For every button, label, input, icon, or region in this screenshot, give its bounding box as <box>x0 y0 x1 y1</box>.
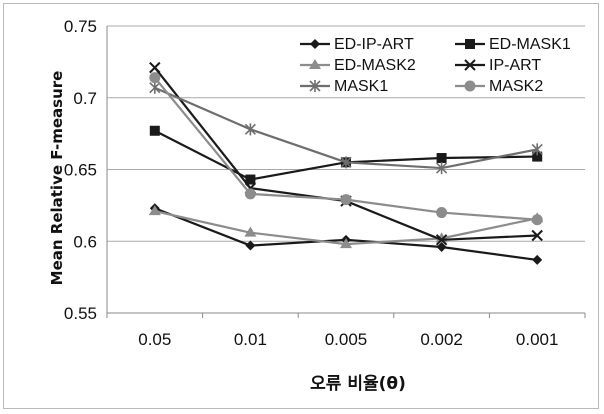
legend-label: MASK2 <box>489 78 543 95</box>
axes <box>106 26 586 318</box>
legend-marker <box>465 39 475 49</box>
series-layer <box>148 61 544 265</box>
legend-marker <box>310 39 320 49</box>
data-point <box>149 81 161 94</box>
data-point <box>244 188 256 200</box>
data-point <box>436 207 448 219</box>
y-tick-label: 0.75 <box>64 17 97 36</box>
x-tick-label: 0.001 <box>516 330 559 349</box>
y-tick-label: 0.7 <box>73 89 97 108</box>
data-point <box>148 205 161 216</box>
series-mask1 <box>149 81 543 175</box>
data-point <box>436 153 447 164</box>
legend-item: ED-MASK2 <box>300 57 416 74</box>
legend-label: ED-MASK2 <box>334 57 416 74</box>
y-tick-label: 0.65 <box>64 161 97 180</box>
legend-item: ED-IP-ART <box>300 36 414 53</box>
data-point <box>245 240 256 251</box>
legend-label: ED-MASK1 <box>489 36 571 53</box>
legend-marker <box>464 80 476 92</box>
data-point <box>532 254 543 265</box>
x-tick-label: 0.005 <box>325 330 368 349</box>
data-point <box>436 162 448 175</box>
data-point <box>435 234 448 246</box>
data-point <box>531 143 543 156</box>
data-point <box>244 123 256 136</box>
data-point <box>532 151 543 162</box>
x-tick-label: 0.01 <box>234 330 267 349</box>
y-axis-title: Mean Relative F-measure <box>48 71 66 286</box>
legend-marker <box>309 80 321 92</box>
data-point <box>340 156 352 169</box>
chart-frame <box>3 3 599 409</box>
series-line <box>154 86 538 170</box>
data-point <box>244 226 257 237</box>
y-tick-label: 0.6 <box>73 232 97 251</box>
series-ed-ip-art <box>149 203 543 265</box>
legend: ED-IP-ART ED-MASK1 ED-MASK2 IP-ART MASK1 MASK… <box>300 36 571 95</box>
legend-item: IP-ART <box>455 57 541 74</box>
legend-marker <box>309 59 321 69</box>
data-point <box>531 229 543 242</box>
data-point <box>149 72 161 84</box>
data-point <box>436 241 447 252</box>
x-tick-label: 0.05 <box>138 330 171 349</box>
x-axis-title: 오류 비율(θ) <box>310 374 406 394</box>
legend-label: IP-ART <box>489 57 541 74</box>
data-point <box>149 61 161 74</box>
x-tick-label: 0.002 <box>420 330 463 349</box>
y-tick-label: 0.55 <box>64 304 97 323</box>
x-tick-labels: 0.05 0.01 0.005 0.002 0.001 <box>138 330 558 349</box>
data-point <box>149 125 160 136</box>
data-point <box>340 194 352 206</box>
legend-marker <box>464 59 476 71</box>
y-tick-labels: 0.55 0.6 0.65 0.7 0.75 <box>64 17 97 323</box>
legend-item: MASK2 <box>455 78 543 95</box>
legend-label: ED-IP-ART <box>334 36 414 53</box>
legend-label: MASK1 <box>334 78 388 95</box>
series-line <box>154 129 538 181</box>
data-point <box>340 238 352 249</box>
series-mask2 <box>149 72 543 226</box>
data-point <box>245 174 256 185</box>
legend-item: MASK1 <box>300 78 388 95</box>
legend-item: ED-MASK1 <box>455 36 571 53</box>
data-point <box>531 214 543 226</box>
